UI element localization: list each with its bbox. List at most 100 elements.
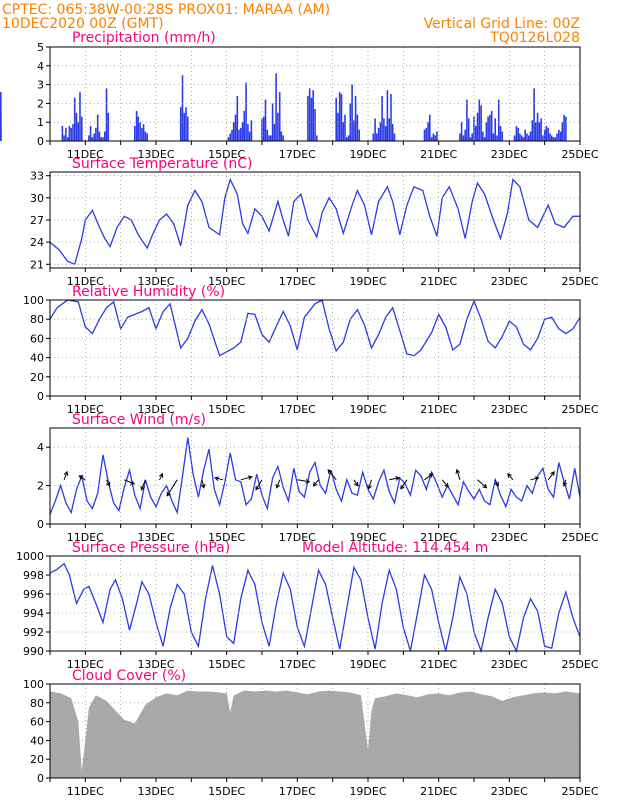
precip-bar: [0, 114, 2, 141]
precip-bar: [478, 99, 481, 141]
precip-bar: [89, 126, 92, 141]
y-tick-label: 33: [30, 170, 44, 183]
precip-bar: [517, 127, 519, 141]
y-tick-label: 994: [23, 607, 44, 620]
precip-bar: [353, 120, 355, 141]
precip-bar: [229, 133, 231, 141]
wind-arrow: [312, 479, 319, 487]
precip-bar: [469, 137, 472, 141]
precip-bar: [144, 131, 147, 141]
x-tick-label: 15DEC: [208, 658, 245, 671]
x-tick-label: 13DEC: [137, 658, 174, 671]
precip-bar: [141, 127, 143, 141]
wind-arrow: [166, 479, 178, 497]
y-tick-label: 20: [30, 753, 44, 766]
precip-bar: [561, 122, 564, 141]
precip-bar: [263, 116, 265, 141]
x-tick-label: 17DEC: [279, 403, 316, 416]
precip-bar: [427, 122, 429, 141]
precip-bar: [146, 133, 148, 141]
y-tick-label: 20: [30, 371, 44, 384]
precip-bar: [377, 127, 380, 141]
precip-bar: [79, 92, 81, 141]
precip-bar: [497, 99, 500, 141]
precip-bar: [540, 118, 542, 141]
x-tick-label: 21DEC: [420, 148, 457, 161]
header-model-id: TQ0126L028: [489, 30, 580, 46]
y-tick-label: 27: [30, 214, 44, 227]
header-run-date: 10DEC2020 00Z (GMT): [2, 16, 164, 32]
precip-bar: [384, 126, 387, 141]
x-tick-label: 11DEC: [67, 531, 104, 544]
y-tick-label: 0: [37, 772, 44, 785]
header-station: CPTEC: 065:38W-00:28S PROX01: MARAA (AM): [2, 2, 330, 18]
wind-arrow: [297, 479, 311, 484]
precip-bar: [390, 94, 392, 141]
panel-wind: 0 2 4 11DEC 13DEC 15DEC 17DEC 19DEC 21DEC 23DEC 25…: [37, 427, 599, 544]
wind-arrow: [441, 479, 449, 488]
y-tick-label: 2: [37, 480, 44, 493]
precip-bar: [266, 129, 269, 141]
precip-bar: [528, 135, 530, 141]
precip-bar: [93, 133, 95, 141]
precip-bar: [386, 90, 389, 141]
precip-bar: [250, 120, 253, 141]
precip-bar: [471, 133, 473, 141]
precip-bar: [423, 129, 426, 141]
precip-bar: [105, 88, 108, 141]
precip-bar: [183, 112, 186, 141]
precip-bar: [485, 122, 488, 141]
x-tick-label: 13DEC: [137, 785, 174, 798]
precip-bar: [102, 137, 104, 141]
precip-bar: [556, 133, 558, 141]
x-tick-label: 17DEC: [279, 785, 316, 798]
precip-bar: [531, 120, 534, 141]
precip-bar: [476, 112, 479, 141]
precip-bar: [270, 135, 272, 141]
precip-bar: [187, 116, 189, 141]
y-tick-label: 1: [37, 116, 44, 129]
precip-bar: [552, 137, 555, 141]
precip-bar: [282, 135, 284, 141]
panel-frame: [49, 299, 581, 397]
precip-bar: [134, 126, 136, 141]
x-tick-label: 23DEC: [491, 785, 528, 798]
precip-bar: [482, 131, 484, 141]
precip-bar: [139, 122, 141, 141]
precip-bar: [356, 114, 359, 141]
precip-bar: [383, 118, 385, 141]
precip-bar: [346, 137, 348, 141]
precip-bar: [65, 127, 67, 141]
precip-bar: [278, 92, 281, 141]
x-tick-label: 19DEC: [349, 531, 386, 544]
precip-bar: [559, 131, 562, 141]
wind-arrow: [367, 479, 372, 490]
title-precipitation: Precipitation (mm/h): [72, 30, 216, 46]
x-tick-label: 21DEC: [420, 403, 457, 416]
precip-bar: [374, 118, 376, 141]
precip-bar: [393, 133, 396, 141]
pressure-line: [49, 562, 581, 654]
humidity-line: [49, 299, 581, 357]
wind-arrow: [477, 479, 488, 489]
precip-bar: [104, 131, 106, 141]
precip-bar: [70, 127, 72, 141]
precip-bar: [558, 129, 560, 141]
precip-bar: [554, 137, 557, 141]
precip-bar: [436, 131, 438, 141]
precip-bar: [391, 124, 394, 141]
wind-arrow: [200, 479, 206, 489]
wind-arrow: [105, 479, 111, 487]
x-tick-label: 13DEC: [137, 403, 174, 416]
panel-precipitation: 0 1 2 3 4 5 11DEC 13DEC 15DEC 17DEC 19DEC 21DEC 23DE…: [0, 41, 599, 161]
y-tick-label: 60: [30, 332, 44, 345]
temperature-line: [49, 177, 580, 266]
precip-bar: [271, 103, 274, 141]
precip-bar: [185, 107, 187, 141]
x-tick-label: 11DEC: [67, 658, 104, 671]
precip-bar: [520, 135, 523, 141]
precip-bar: [501, 131, 504, 141]
precip-bar: [63, 135, 65, 141]
y-tick-label: 100: [23, 678, 44, 691]
x-tick-label: 13DEC: [137, 531, 174, 544]
